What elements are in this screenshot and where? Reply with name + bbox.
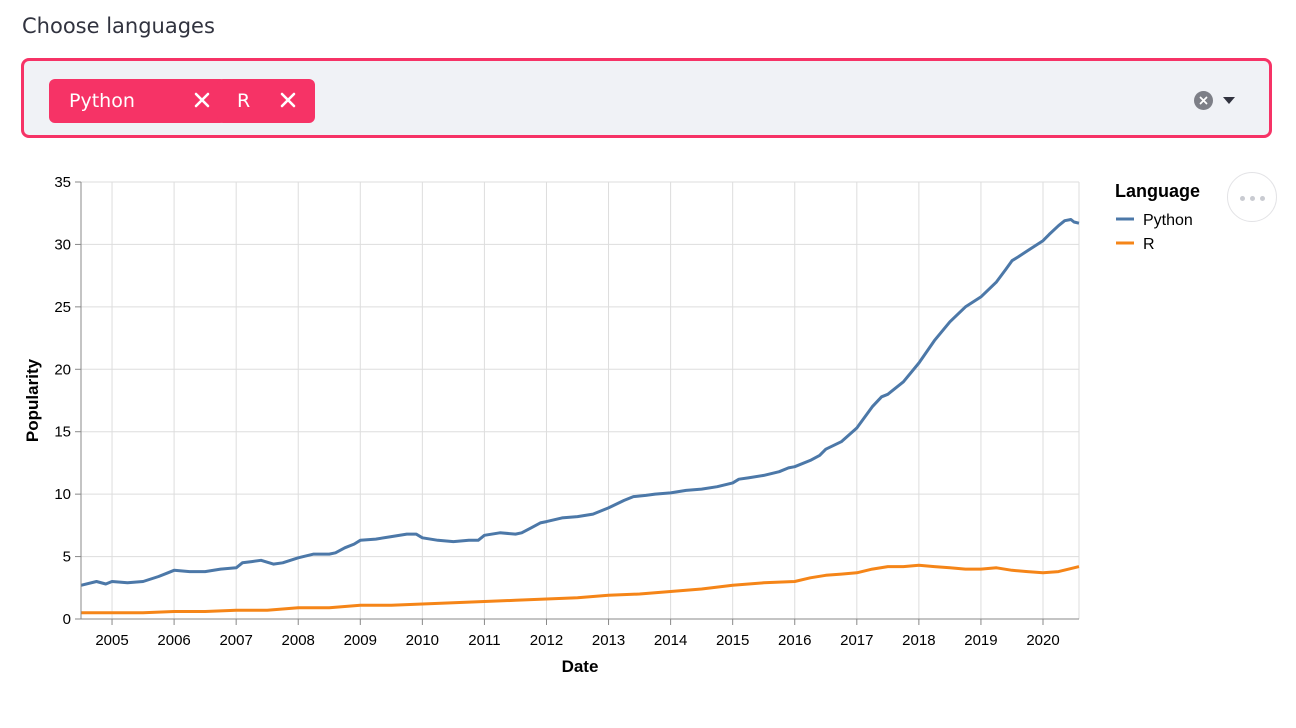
- x-tick-label: 2017: [840, 632, 873, 649]
- remove-r-close-icon[interactable]: [280, 92, 296, 108]
- remove-python-close-icon[interactable]: [194, 92, 210, 108]
- legend-title: Language: [1115, 181, 1200, 201]
- chart-legend: Language Python R: [1115, 181, 1200, 253]
- language-multiselect[interactable]: Python R: [21, 58, 1272, 138]
- multiselect-label: Choose languages: [22, 14, 215, 38]
- legend-label-r: R: [1143, 236, 1155, 253]
- x-axis-title: Date: [562, 657, 599, 676]
- x-tick-label: 2010: [406, 632, 439, 649]
- y-tick-label: 30: [54, 236, 71, 253]
- x-tick-label: 2016: [778, 632, 811, 649]
- y-tick-label: 10: [54, 486, 71, 503]
- x-tick-label: 2018: [902, 632, 935, 649]
- legend-label-python: Python: [1143, 212, 1193, 229]
- chart-grid: [81, 181, 1080, 620]
- clear-x-icon: [1199, 96, 1208, 105]
- x-tick-label: 2012: [530, 632, 563, 649]
- x-tick-label: 2015: [716, 632, 749, 649]
- x-tick-label: 2013: [592, 632, 625, 649]
- x-tick-label: 2008: [282, 632, 315, 649]
- popularity-line-chart: 0 5 10 15 20 25 30 35 2005 2006 2007 2008 2009 2010 20…: [23, 174, 1200, 676]
- x-tick-label: 2009: [344, 632, 377, 649]
- selected-tag-python: Python: [49, 79, 226, 123]
- y-tick-label: 20: [54, 361, 71, 378]
- caret-down-icon[interactable]: [1223, 97, 1235, 104]
- y-tick-label: 0: [63, 611, 71, 628]
- clear-circle-icon[interactable]: [1194, 91, 1213, 110]
- y-tick-label: 25: [54, 299, 71, 316]
- series-line-r: [81, 563, 1080, 615]
- y-axis-title: Popularity: [23, 358, 42, 442]
- chart-actions-ellipsis-icon[interactable]: [1227, 172, 1277, 222]
- y-tick-label: 35: [54, 174, 71, 191]
- chart-lines: [80, 218, 1080, 615]
- tag-label-r: R: [237, 90, 251, 112]
- chart-axes: 0 5 10 15 20 25 30 35 2005 2006 2007 2008 2009 2010 20…: [54, 174, 1079, 649]
- x-tick-label: 2006: [157, 632, 190, 649]
- series-line-python: [80, 218, 1080, 587]
- x-tick-label: 2014: [654, 632, 687, 649]
- x-tick-label: 2005: [95, 632, 128, 649]
- y-tick-label: 5: [63, 549, 71, 566]
- x-tick-label: 2019: [964, 632, 997, 649]
- tag-label-python: Python: [69, 90, 135, 112]
- x-tick-label: 2020: [1026, 632, 1059, 649]
- selected-tag-r: R: [217, 79, 315, 123]
- y-tick-label: 15: [54, 424, 71, 441]
- x-tick-label: 2011: [468, 632, 500, 649]
- x-tick-label: 2007: [219, 632, 252, 649]
